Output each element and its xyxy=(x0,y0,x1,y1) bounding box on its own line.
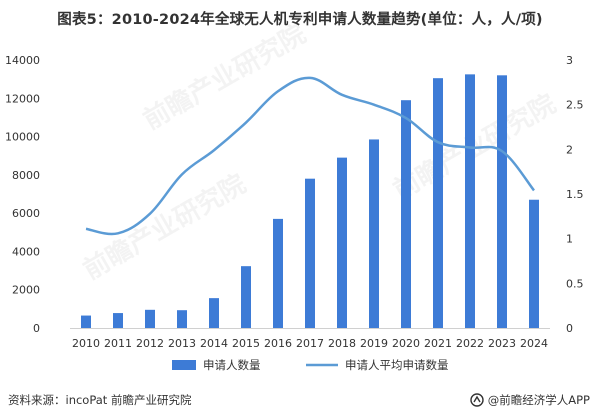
average-applications-line xyxy=(85,76,535,236)
bar xyxy=(81,315,91,328)
left-axis-tick-label: 14000 xyxy=(5,54,40,67)
right-axis-tick-label: 2.5 xyxy=(566,99,584,112)
x-axis-tick-label: 2017 xyxy=(296,337,324,350)
x-axis-tick-label: 2012 xyxy=(136,337,164,350)
x-axis-tick-label: 2021 xyxy=(424,337,452,350)
bar xyxy=(529,199,539,328)
x-axis-tick-label: 2013 xyxy=(168,337,196,350)
left-axis-tick-label: 4000 xyxy=(12,245,40,258)
legend: 申请人数量 申请人平均申请数量 xyxy=(172,358,449,372)
right-axis-tick-label: 1 xyxy=(566,233,573,246)
x-axis-tick-label: 2016 xyxy=(264,337,292,350)
legend-bar-swatch xyxy=(172,360,196,370)
watermark-text: 前瞻产业研究院 xyxy=(78,168,251,286)
left-axis-tick-label: 12000 xyxy=(5,92,40,105)
left-axis-tick-label: 6000 xyxy=(12,207,40,220)
bar xyxy=(433,78,443,328)
right-y-axis: 0 0.5 1 1.5 2 2.5 3 xyxy=(566,54,584,335)
right-axis-tick-label: 0.5 xyxy=(566,277,584,290)
right-axis-tick-label: 0 xyxy=(566,322,573,335)
credit-text: @前瞻经济学人APP xyxy=(487,393,590,407)
x-axis-tick-label: 2024 xyxy=(520,337,548,350)
x-axis-tick-label: 2020 xyxy=(392,337,420,350)
left-axis-tick-label: 2000 xyxy=(12,284,40,297)
legend-line-label: 申请人平均申请数量 xyxy=(345,358,449,372)
right-axis-tick-label: 3 xyxy=(566,54,573,67)
qianzhan-logo-icon xyxy=(470,393,484,407)
right-axis-tick-label: 1.5 xyxy=(566,188,584,201)
x-axis-tick-label: 2015 xyxy=(232,337,260,350)
bar xyxy=(273,218,283,328)
x-axis: 2010 2011 2012 2013 2014 2015 2016 2017 2018 2019… xyxy=(70,328,550,350)
source-note: 资料来源：incoPat 前瞻产业研究院 xyxy=(8,393,192,407)
x-axis-tick-label: 2023 xyxy=(488,337,516,350)
bar-series xyxy=(81,74,539,328)
bar xyxy=(497,75,507,328)
credit: @前瞻经济学人APP xyxy=(470,392,590,408)
watermark-text: 前瞻产业研究院 xyxy=(138,18,311,136)
left-y-axis: 0 2000 4000 6000 8000 10000 12000 14000 xyxy=(5,54,40,335)
x-axis-tick-label: 2019 xyxy=(360,337,388,350)
x-axis-tick-label: 2018 xyxy=(328,337,356,350)
legend-bar-label: 申请人数量 xyxy=(203,358,261,372)
watermark-layer: 前瞻产业研究院前瞻产业研究院前瞻产业研究院 xyxy=(78,18,561,286)
right-axis-tick-label: 2 xyxy=(566,143,573,156)
x-axis-tick-label: 2022 xyxy=(456,337,484,350)
bar xyxy=(177,310,187,328)
x-axis-tick-label: 2011 xyxy=(104,337,132,350)
x-axis-tick-label: 2010 xyxy=(72,337,100,350)
line-series xyxy=(85,76,535,236)
bar xyxy=(113,313,123,328)
left-axis-tick-label: 10000 xyxy=(5,131,40,144)
bar xyxy=(369,139,379,328)
left-axis-tick-label: 8000 xyxy=(12,169,40,182)
left-axis-tick-label: 0 xyxy=(33,322,40,335)
chart-title: 图表5：2010-2024年全球无人机专利申请人数量趋势(单位：人，人/项) xyxy=(57,12,543,28)
bar xyxy=(145,309,155,328)
x-axis-tick-label: 2014 xyxy=(200,337,228,350)
bar xyxy=(305,178,315,328)
bar xyxy=(209,298,219,328)
bar xyxy=(241,266,251,328)
bar xyxy=(337,157,347,328)
bar xyxy=(465,74,475,328)
bar xyxy=(401,100,411,328)
